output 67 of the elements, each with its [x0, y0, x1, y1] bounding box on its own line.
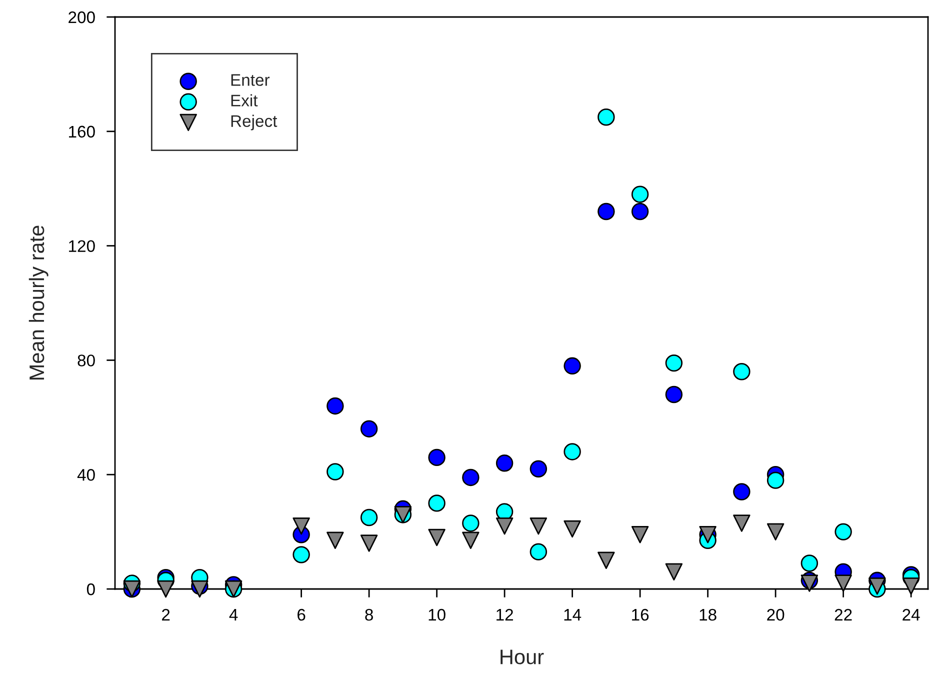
point — [326, 463, 344, 480]
point — [902, 578, 920, 595]
point — [462, 468, 480, 486]
x-axis-title: Hour — [500, 650, 544, 664]
point — [800, 574, 818, 592]
y-tick-label: 160 — [69, 126, 95, 138]
point — [564, 443, 581, 460]
legend-label: Exit — [231, 94, 258, 106]
point — [360, 420, 378, 438]
point — [292, 546, 310, 564]
legend-label: Reject — [231, 114, 278, 130]
point — [598, 202, 615, 220]
point — [326, 397, 344, 415]
point — [766, 523, 784, 540]
point — [292, 517, 310, 535]
point — [868, 578, 886, 595]
point — [598, 552, 615, 570]
point — [598, 108, 615, 126]
point — [631, 202, 649, 220]
point — [530, 543, 548, 560]
x-tick-label: 2 — [162, 608, 170, 621]
point — [665, 563, 683, 580]
point — [631, 186, 649, 203]
y-tick-label: 0 — [86, 583, 95, 596]
x-tick-label: 12 — [496, 608, 513, 621]
x-tick-label: 24 — [902, 608, 920, 621]
point — [496, 454, 514, 472]
x-tick-label: 6 — [298, 608, 306, 621]
point — [326, 532, 344, 549]
x-tick-label: 18 — [700, 608, 716, 621]
point — [834, 523, 852, 540]
x-tick-label: 16 — [632, 608, 649, 621]
point — [360, 534, 378, 552]
point — [564, 357, 581, 375]
x-tick-label: 8 — [365, 608, 373, 621]
point — [428, 528, 446, 546]
point — [564, 520, 581, 538]
point — [766, 472, 784, 489]
y-axis-title: Mean hourly rate — [28, 226, 48, 380]
point — [631, 526, 649, 544]
x-tick-label: 4 — [229, 609, 238, 621]
x-tick-label: 14 — [564, 609, 582, 621]
point — [496, 517, 514, 535]
x-tick-label: 10 — [428, 608, 446, 621]
point — [733, 363, 750, 380]
point — [530, 517, 548, 535]
x-tick-label: 20 — [767, 608, 784, 621]
point — [834, 574, 852, 592]
point — [462, 532, 480, 549]
y-tick-label: 200 — [68, 11, 95, 24]
point — [428, 448, 446, 466]
legend-label: Enter — [231, 74, 270, 86]
point — [462, 514, 480, 532]
point — [800, 554, 818, 572]
y-tick-label: 120 — [69, 240, 95, 252]
point — [665, 354, 683, 372]
point — [428, 494, 446, 512]
point — [360, 508, 378, 526]
point — [733, 514, 750, 532]
point — [157, 580, 174, 598]
y-tick-label: 80 — [78, 354, 95, 366]
y-tick-label: 40 — [77, 469, 95, 481]
x-tick-label: 22 — [834, 608, 852, 621]
point — [530, 460, 548, 478]
point — [191, 580, 208, 598]
point — [665, 386, 683, 404]
point — [733, 483, 750, 500]
